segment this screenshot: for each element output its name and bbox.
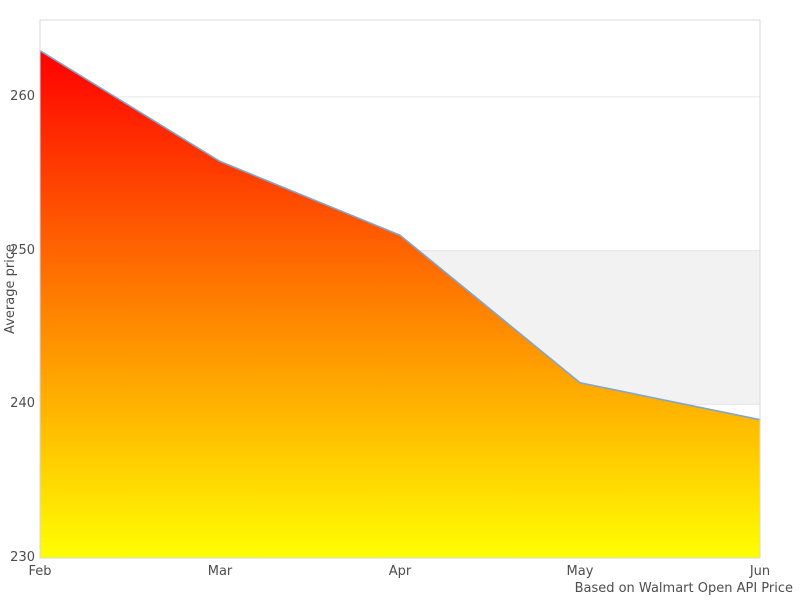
chart-caption: Based on Walmart Open API Price <box>574 581 793 596</box>
x-tick-label: Mar <box>207 564 233 579</box>
x-tick-label: Feb <box>28 564 52 579</box>
y-tick-label: 250 <box>10 242 35 258</box>
x-tick-label: May <box>566 564 594 579</box>
series-line <box>39 49 761 421</box>
area-series <box>40 50 760 558</box>
y-tick-label: 260 <box>10 88 35 104</box>
x-tick-label: Jun <box>749 564 771 579</box>
y-tick-label: 230 <box>10 550 35 565</box>
plot-border <box>39 19 761 559</box>
y-tick-label: 240 <box>10 396 35 412</box>
x-tick-label: Apr <box>388 564 412 579</box>
